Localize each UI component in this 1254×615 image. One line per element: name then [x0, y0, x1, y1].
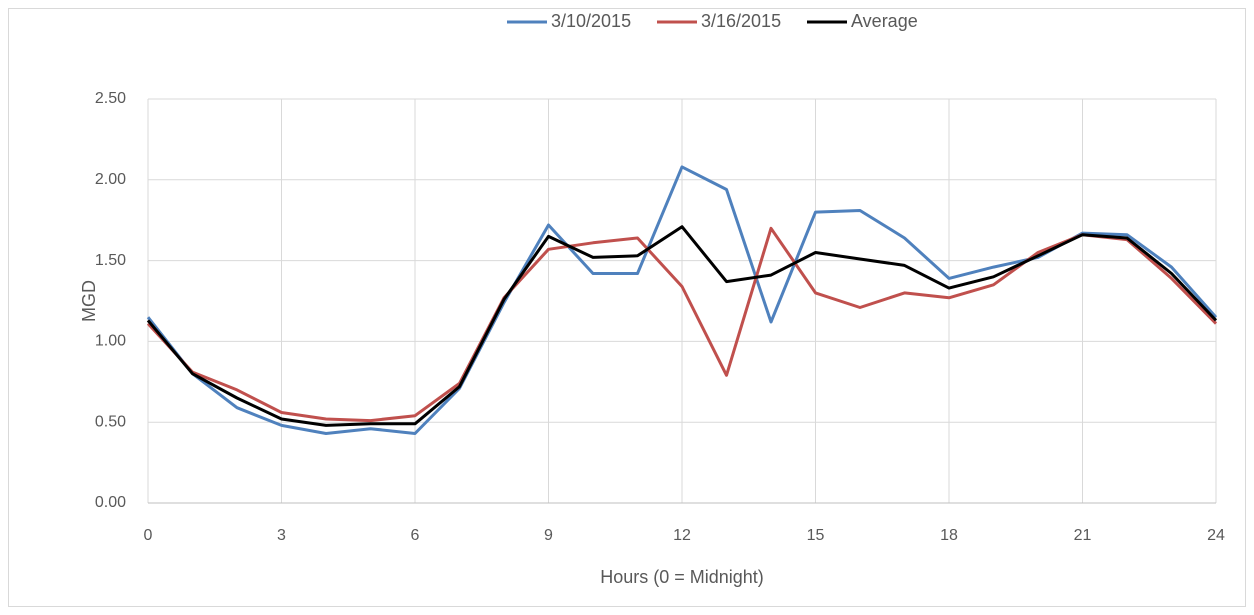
legend-label: Average	[851, 11, 918, 31]
x-tick-label: 6	[411, 527, 420, 544]
x-tick-label: 18	[940, 527, 958, 544]
x-tick-label: 3	[277, 527, 286, 544]
x-tick-label: 24	[1207, 527, 1225, 544]
x-tick-label: 15	[807, 527, 825, 544]
legend-label: 3/16/2015	[701, 11, 781, 31]
y-axis-label: MGD	[79, 280, 99, 322]
chart-border	[8, 8, 1246, 607]
legend-label: 3/10/2015	[551, 11, 631, 31]
x-tick-label: 12	[673, 527, 691, 544]
y-tick-label: 1.50	[95, 252, 126, 269]
y-tick-label: 2.00	[95, 171, 126, 188]
y-tick-label: 2.50	[95, 90, 126, 107]
series-line	[146, 225, 1218, 427]
x-tick-label: 0	[144, 527, 153, 544]
x-tick-label: 21	[1074, 527, 1092, 544]
x-tick-label: 9	[544, 527, 553, 544]
y-tick-label: 0.00	[95, 494, 126, 511]
y-tick-label: 0.50	[95, 413, 126, 430]
y-tick-label: 1.00	[95, 333, 126, 350]
series-line	[146, 226, 1218, 423]
x-axis-label: Hours (0 = Midnight)	[600, 567, 764, 587]
